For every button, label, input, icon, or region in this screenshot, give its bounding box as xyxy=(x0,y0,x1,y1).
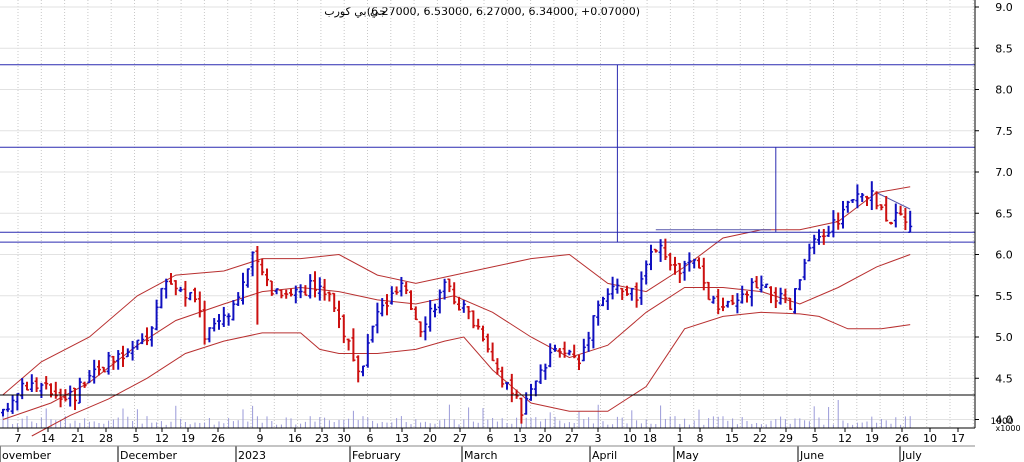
x-day-label: 22 xyxy=(753,432,767,445)
bollinger-lower xyxy=(31,311,911,437)
x-day-label: 6 xyxy=(367,432,374,445)
x-day-label: 3 xyxy=(595,432,602,445)
x-day-label: 27 xyxy=(453,432,467,445)
x-day-label: 10 xyxy=(923,432,937,445)
bollinger-bands xyxy=(2,186,911,437)
x-day-label: 14 xyxy=(41,432,55,445)
x-day-label: 9 xyxy=(257,432,264,445)
x-month-label: ovember xyxy=(2,449,51,462)
x-day-label: 26 xyxy=(895,432,909,445)
volume-axis-top-label: 1000 xyxy=(991,417,1014,427)
x-day-label: 26 xyxy=(211,432,225,445)
grid xyxy=(0,0,975,428)
y-tick-label: 6.5 xyxy=(995,207,1013,220)
x-day-label: 20 xyxy=(538,432,552,445)
x-day-label: 6 xyxy=(487,432,494,445)
x-day-label: 20 xyxy=(423,432,437,445)
x-month-label: March xyxy=(464,449,498,462)
x-day-label: 13 xyxy=(513,432,527,445)
x-day-label: 21 xyxy=(71,432,85,445)
volume-axis-unit: x1000 xyxy=(995,424,1020,433)
x-day-label: 8 xyxy=(697,432,704,445)
x-day-label: 5 xyxy=(812,432,819,445)
y-tick-label: 9.0 xyxy=(995,1,1013,14)
y-tick-label: 4.0 xyxy=(995,414,1013,427)
x-day-label: 7 xyxy=(15,432,22,445)
y-tick-label: 7.5 xyxy=(995,125,1013,138)
instrument-name: جي بي كورب xyxy=(324,5,386,18)
x-day-label: 18 xyxy=(643,432,657,445)
x-month-label: July xyxy=(901,449,922,462)
x-day-label: 5 xyxy=(133,432,140,445)
x-day-label: 30 xyxy=(337,432,351,445)
x-day-label: 12 xyxy=(155,432,169,445)
x-day-label: 29 xyxy=(779,432,793,445)
x-month-label: April xyxy=(592,449,617,462)
y-tick-label: 8.5 xyxy=(995,42,1013,55)
trend-segment xyxy=(876,192,911,210)
x-month-label: February xyxy=(352,449,401,462)
x-day-label: 19 xyxy=(865,432,879,445)
x-day-label: 17 xyxy=(951,432,965,445)
y-tick-label: 5.5 xyxy=(995,290,1013,303)
x-day-label: 10 xyxy=(623,432,637,445)
x-month-label: May xyxy=(676,449,699,462)
ohlc-bars xyxy=(1,181,913,424)
x-day-label: 16 xyxy=(288,432,302,445)
bollinger-middle xyxy=(2,254,911,420)
x-day-label: 15 xyxy=(725,432,739,445)
x-day-label: 12 xyxy=(838,432,852,445)
volume-bars xyxy=(2,400,911,428)
chart-header: (6.27000, 6.53000, 6.27000, 6.34000, +0.… xyxy=(367,5,640,18)
bollinger-upper xyxy=(2,186,911,396)
x-day-label: 1 xyxy=(677,432,684,445)
x-day-label: 28 xyxy=(99,432,113,445)
x-day-label: 23 xyxy=(315,432,329,445)
x-month-label: 2023 xyxy=(238,449,266,462)
y-tick-label: 5.0 xyxy=(995,331,1013,344)
y-tick-label: 7.0 xyxy=(995,166,1013,179)
x-month-label: June xyxy=(799,449,824,462)
x-day-label: 27 xyxy=(565,432,579,445)
y-tick-label: 8.0 xyxy=(995,84,1013,97)
x-day-label: 13 xyxy=(395,432,409,445)
y-tick-label: 6.0 xyxy=(995,249,1013,262)
quote-values: (6.27000, 6.53000, 6.27000, 6.34000, +0.… xyxy=(367,5,640,18)
x-month-label: December xyxy=(120,449,178,462)
drawn-lines xyxy=(0,64,975,243)
y-tick-label: 4.5 xyxy=(995,372,1013,385)
x-day-label: 19 xyxy=(181,432,195,445)
